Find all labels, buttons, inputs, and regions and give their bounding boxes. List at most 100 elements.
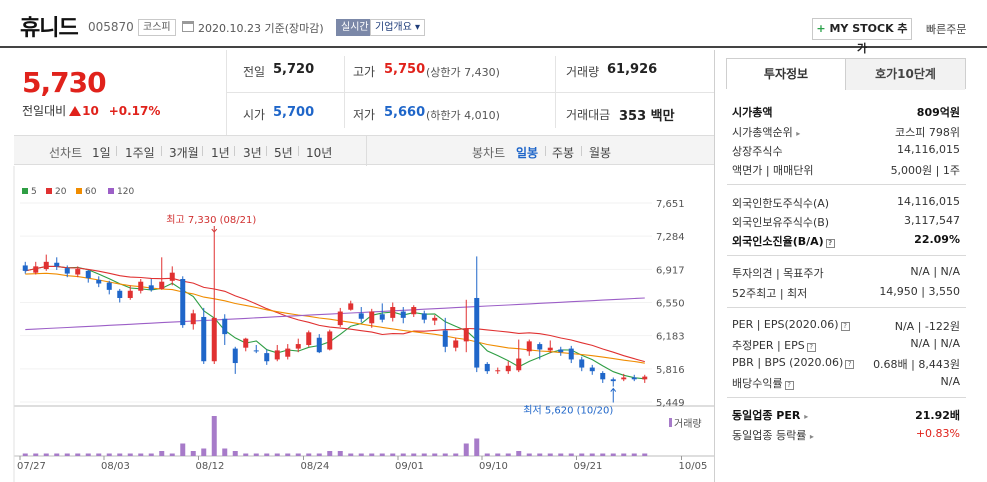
shares-value: 14,116,015 — [897, 143, 960, 156]
legend-label: 60 — [85, 187, 97, 197]
calendar-icon — [182, 21, 194, 32]
tab-1y[interactable]: 1년 — [211, 146, 230, 160]
divider — [714, 50, 715, 482]
tab-invest-info[interactable]: 투자정보 — [727, 59, 846, 90]
volume-bar — [589, 453, 595, 456]
volume-bar — [159, 451, 165, 456]
volume-bar — [621, 453, 627, 456]
foreign-limit-value: 14,116,015 — [897, 195, 960, 208]
candle-body — [306, 332, 312, 345]
stock-name: 휴니드 — [20, 16, 79, 41]
volume-bar — [642, 453, 648, 456]
rank-value: 코스피 798위 — [895, 126, 960, 139]
tab-separator — [202, 146, 203, 156]
tab-monthly[interactable]: 월봉 — [589, 146, 612, 160]
candle-body — [505, 365, 511, 372]
volume-bar — [568, 453, 574, 456]
candle-body — [589, 367, 595, 372]
y-tick-label: 7,284 — [656, 232, 685, 243]
stock-code: 005870 — [88, 20, 134, 34]
tab-separator — [298, 146, 299, 156]
y-tick-label: 7,651 — [656, 199, 685, 210]
info-icon[interactable]: ? — [840, 322, 850, 331]
divider — [227, 92, 714, 93]
volume-bar — [390, 453, 396, 456]
tab-10y[interactable]: 10년 — [306, 146, 333, 160]
divider — [727, 184, 966, 185]
candle-body — [327, 331, 333, 350]
industry-per-row[interactable]: 동일업종 PER ▸ — [732, 407, 808, 423]
face-value: 5,000원 | 1주 — [890, 164, 960, 177]
tab-orderbook[interactable]: 호가10단계 — [846, 59, 965, 90]
max-arrowhead-icon — [211, 228, 218, 233]
x-tick-label: 09/10 — [479, 461, 508, 472]
realtime-button[interactable]: 실시간 — [336, 19, 374, 36]
candle-body — [337, 311, 343, 326]
candle-body — [159, 281, 165, 289]
rank-label: 시가총액순위 — [732, 126, 793, 139]
candle-body — [411, 307, 417, 315]
y-tick-label: 6,550 — [656, 299, 685, 310]
volume-bar — [432, 453, 438, 456]
volume-bar — [537, 453, 543, 456]
volume-bar — [463, 443, 469, 456]
candle-body — [358, 313, 364, 319]
company-overview-button[interactable]: 기업개요 ▾ — [370, 19, 426, 36]
volume-bar — [106, 453, 112, 456]
quick-order-button[interactable]: 빠른주문 — [926, 23, 967, 36]
candlestick-chart: 7,651 7,284 6,917 6,550 6,183 5,816 5,449 최고 7,… — [13, 166, 714, 482]
volume-label: 거래량 — [674, 418, 702, 430]
company-overview-label: 기업개요 — [375, 22, 412, 33]
foreign-rate-row: 외국인소진율(B/A)? — [732, 233, 835, 249]
volume-bar — [169, 453, 175, 456]
volume-bar — [600, 453, 606, 456]
tab-5y[interactable]: 5년 — [274, 146, 293, 160]
candle-body — [96, 279, 102, 284]
info-icon[interactable]: ? — [825, 239, 835, 248]
tab-1w[interactable]: 1주일 — [125, 146, 155, 160]
candle-body — [33, 266, 39, 273]
tab-3y[interactable]: 3년 — [243, 146, 262, 160]
prev-close-label: 전일 — [243, 65, 266, 79]
volume-bar — [180, 443, 186, 456]
mystock-add-button[interactable]: + MY STOCK 추가 — [812, 18, 912, 55]
volume-bar — [190, 451, 196, 456]
volume-bar — [379, 453, 385, 456]
x-tick-label: 10/05 — [679, 461, 708, 472]
volume-bar — [442, 453, 448, 456]
tab-1d[interactable]: 1일 — [92, 146, 111, 160]
candle-body — [558, 349, 564, 353]
volume-bar — [127, 453, 133, 456]
info-icon[interactable]: ? — [845, 360, 855, 369]
divider — [727, 397, 966, 398]
range52-row[interactable]: 52주최고 | 최저 — [732, 285, 807, 301]
dividend-row: 배당수익률? — [732, 375, 794, 391]
tab-3m[interactable]: 3개월 — [169, 146, 199, 160]
legend-item-ma20: 20 — [46, 187, 66, 197]
tab-weekly[interactable]: 주봉 — [552, 146, 575, 160]
shares-label: 상장주식수 — [732, 145, 783, 158]
candle-body — [148, 285, 154, 290]
legend-label: 20 — [55, 187, 67, 197]
candle-body — [295, 344, 301, 349]
industry-rate-label: 동일업종 등락률 — [732, 429, 807, 442]
volume-bar — [316, 453, 322, 456]
tab-separator — [266, 146, 267, 156]
industry-rate-row[interactable]: 동일업종 등락률 ▸ — [732, 427, 814, 443]
candle-body — [442, 330, 448, 347]
current-price: 5,730 — [22, 66, 107, 99]
info-icon[interactable]: ? — [784, 381, 794, 390]
pbr-value: 0.68배 | 8,443원 — [873, 358, 960, 371]
x-tick-label: 08/24 — [301, 461, 330, 472]
tab-daily[interactable]: 일봉 — [516, 146, 539, 160]
candle-body — [484, 363, 490, 372]
face-value-label: 액면가 | 매매단위 — [732, 164, 814, 177]
volume-bar — [75, 453, 81, 456]
volume-bar — [264, 453, 270, 456]
rank-row[interactable]: 시가총액순위 ▸ — [732, 124, 800, 140]
change-percent: +0.17% — [108, 104, 161, 118]
info-icon[interactable]: ? — [806, 343, 816, 352]
ma5-line — [25, 265, 645, 380]
candle-body — [568, 348, 574, 360]
legend-swatch — [46, 188, 52, 194]
